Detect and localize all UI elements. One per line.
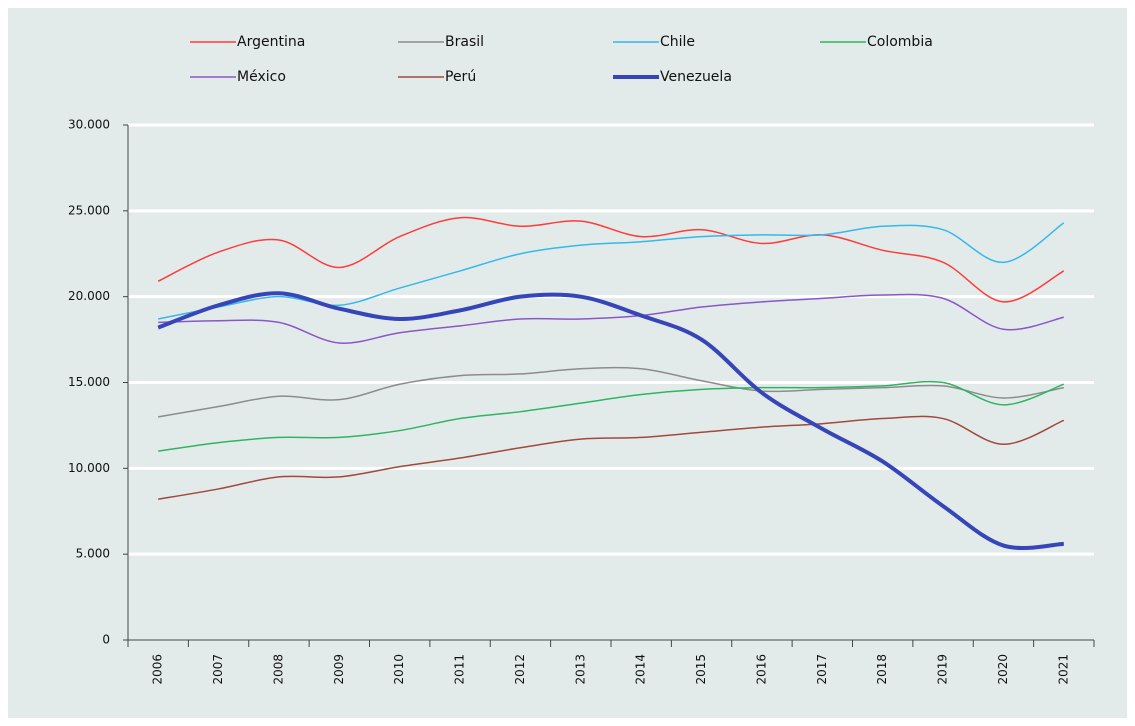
x-tick-label: 2016 bbox=[754, 654, 768, 685]
y-tick-label: 15.000 bbox=[68, 375, 110, 389]
chart-background bbox=[8, 8, 1127, 718]
x-tick-label: 2018 bbox=[875, 654, 889, 685]
series-line bbox=[158, 415, 1065, 500]
x-tick-label: 2012 bbox=[513, 654, 527, 685]
legend-label: Venezuela bbox=[660, 69, 732, 85]
x-tick-label: 2014 bbox=[634, 654, 648, 685]
x-tick-label: 2006 bbox=[151, 654, 165, 685]
series-line bbox=[157, 216, 1065, 303]
y-tick-label: 25.000 bbox=[68, 203, 110, 217]
legend-label: Colombia bbox=[867, 34, 933, 50]
legend-label: México bbox=[237, 69, 286, 85]
series-line bbox=[157, 291, 1064, 551]
legend-label: Argentina bbox=[237, 34, 305, 50]
series-line bbox=[158, 293, 1064, 344]
x-tick-label: 2009 bbox=[332, 654, 346, 685]
y-tick-label: 5.000 bbox=[76, 547, 110, 561]
y-tick-label: 10.000 bbox=[68, 461, 110, 475]
y-tick-label: 20.000 bbox=[68, 289, 110, 303]
x-tick-label: 2017 bbox=[815, 654, 829, 685]
x-tick-label: 2011 bbox=[453, 654, 467, 685]
x-tick-label: 2007 bbox=[211, 654, 225, 685]
x-tick-label: 2013 bbox=[573, 654, 587, 685]
legend-label: Perú bbox=[445, 69, 476, 85]
x-tick-label: 2021 bbox=[1056, 654, 1070, 685]
legend-label: Chile bbox=[660, 34, 695, 50]
legend-label: Brasil bbox=[445, 34, 484, 50]
y-tick-label: 30.000 bbox=[68, 118, 110, 132]
y-tick-label: 0 bbox=[102, 633, 110, 647]
series-line bbox=[158, 380, 1065, 452]
x-tick-label: 2008 bbox=[271, 654, 285, 685]
x-tick-label: 2020 bbox=[996, 654, 1010, 685]
x-tick-label: 2019 bbox=[936, 654, 950, 685]
x-tick-label: 2010 bbox=[392, 654, 406, 685]
series-line bbox=[158, 366, 1064, 418]
x-tick-label: 2015 bbox=[694, 654, 708, 685]
